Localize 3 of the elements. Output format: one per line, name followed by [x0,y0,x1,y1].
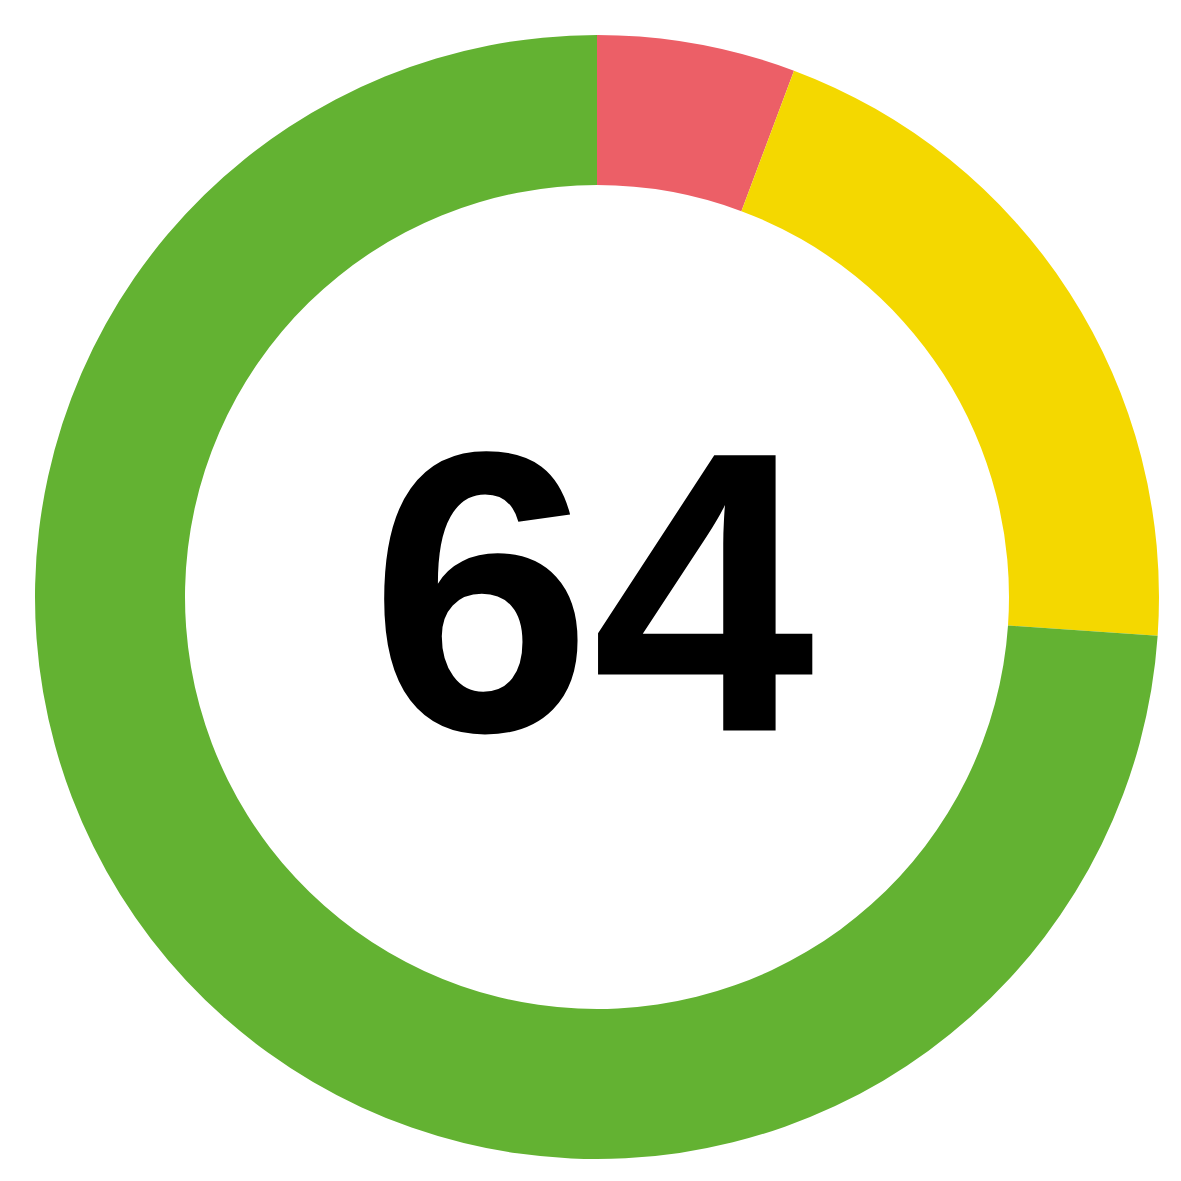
donut-slice [35,35,1158,1159]
text: 64 [369,368,817,816]
donut-slice [597,35,794,212]
